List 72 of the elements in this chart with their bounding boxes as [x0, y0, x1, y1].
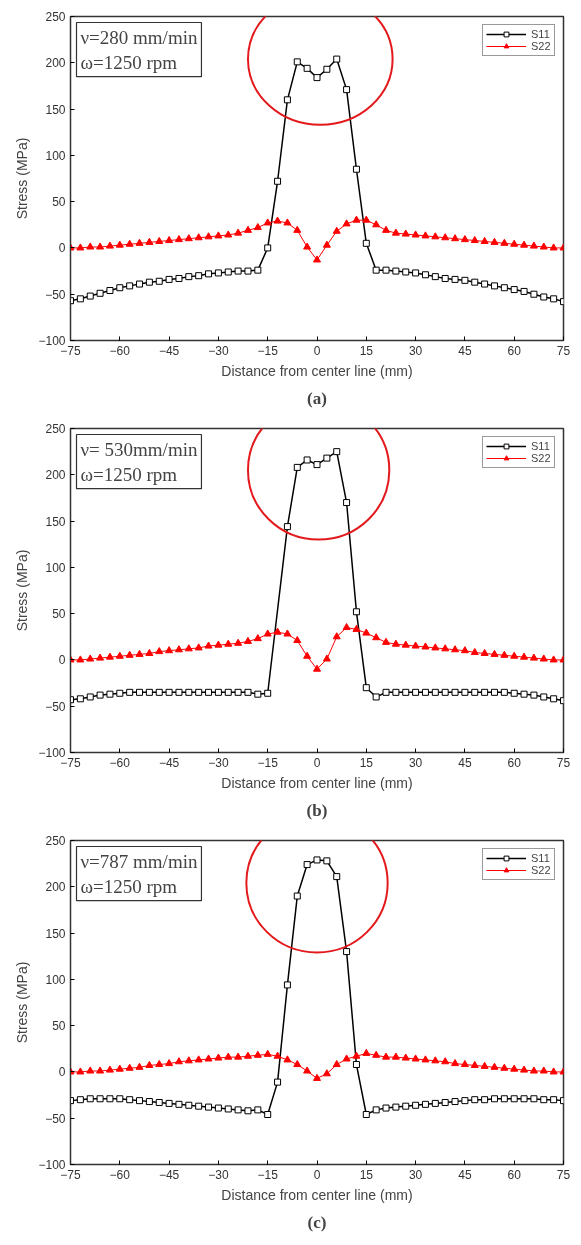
x-axis-title: Distance from center line (mm) — [221, 774, 413, 791]
text: (c) — [307, 1212, 327, 1232]
x-tick-label: −60 — [109, 755, 131, 770]
y-tick-label: 200 — [45, 468, 66, 483]
x-tick-label: −30 — [208, 755, 229, 770]
y-tick-label: 150 — [45, 514, 66, 529]
x-tick-label: 30 — [408, 343, 423, 358]
y-tick-label: 200 — [45, 56, 66, 71]
x-axis-title: Distance from center line (mm) — [221, 1186, 413, 1203]
y-tick-label: 200 — [45, 880, 66, 895]
x-tick-label: −15 — [257, 755, 279, 770]
x-tick-label: 60 — [507, 1167, 522, 1182]
x-tick-label: −45 — [158, 755, 180, 770]
legend-label: S11 — [531, 440, 551, 452]
y-tick-label: 50 — [52, 1019, 66, 1034]
y-tick-label: 50 — [52, 607, 66, 622]
x-tick-label: −45 — [158, 343, 180, 358]
y-tick-label: −50 — [45, 287, 66, 302]
legend-label: S22 — [531, 452, 551, 464]
y-tick-label: 0 — [58, 241, 66, 256]
y-tick-label: 50 — [52, 195, 66, 210]
y-tick-label: −100 — [38, 1158, 66, 1172]
annotation: ν=787 mm/min ω=1250 rpm — [80, 850, 198, 897]
y-axis-title: Stress (MPa) — [14, 137, 31, 220]
x-tick-label: −30 — [208, 343, 229, 358]
annotation: ν= 530mm/min ω=1250 rpm — [80, 438, 198, 485]
y-tick-label: −100 — [38, 334, 66, 348]
y-tick-label: 100 — [45, 560, 66, 575]
x-tick-label: −15 — [257, 343, 279, 358]
x-tick-label: 60 — [507, 755, 522, 770]
x-tick-label: 30 — [408, 755, 423, 770]
legend-label: S22 — [531, 40, 551, 52]
text: (b) — [306, 800, 328, 820]
x-tick-label: 0 — [313, 1167, 321, 1182]
x-tick-label: 75 — [556, 755, 571, 770]
y-tick-label: 100 — [45, 148, 66, 163]
y-tick-label: −50 — [45, 699, 66, 714]
x-tick-label: 45 — [458, 343, 472, 358]
x-tick-label: 45 — [458, 755, 472, 770]
y-tick-label: 150 — [45, 926, 66, 941]
x-tick-label: 30 — [408, 1167, 423, 1182]
x-tick-label: −60 — [109, 343, 131, 358]
y-tick-label: 250 — [45, 422, 66, 436]
x-tick-label: 15 — [359, 755, 374, 770]
x-tick-label: 15 — [359, 1167, 374, 1182]
y-tick-label: −100 — [38, 746, 66, 760]
annotation: ν=280 mm/min ω=1250 rpm — [80, 26, 198, 73]
x-axis-title: Distance from center line (mm) — [221, 362, 413, 379]
y-tick-label: 0 — [58, 1065, 66, 1080]
legend-label: S11 — [531, 28, 551, 40]
text: (a) — [307, 388, 327, 408]
x-tick-label: 0 — [313, 755, 321, 770]
x-tick-label: 15 — [359, 343, 374, 358]
x-tick-label: −60 — [109, 1167, 131, 1182]
x-tick-label: 45 — [458, 1167, 472, 1182]
x-tick-label: −30 — [208, 1167, 229, 1182]
y-tick-label: −50 — [45, 1111, 66, 1126]
x-tick-label: 75 — [556, 343, 571, 358]
x-tick-label: −45 — [158, 1167, 180, 1182]
x-tick-label: 60 — [507, 343, 522, 358]
y-tick-label: 0 — [58, 653, 66, 668]
y-tick-label: 250 — [45, 10, 66, 24]
y-tick-label: 250 — [45, 834, 66, 848]
x-tick-label: 0 — [313, 343, 321, 358]
legend-label: S11 — [531, 852, 551, 864]
y-tick-label: 150 — [45, 102, 66, 117]
x-tick-label: −15 — [257, 1167, 279, 1182]
y-tick-label: 100 — [45, 972, 66, 987]
x-tick-label: 75 — [556, 1167, 571, 1182]
y-axis-title: Stress (MPa) — [14, 961, 31, 1044]
y-axis-title: Stress (MPa) — [14, 549, 31, 632]
legend-label: S22 — [531, 864, 551, 876]
